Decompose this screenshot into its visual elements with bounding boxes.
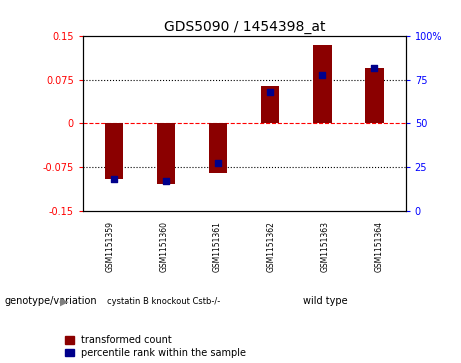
Bar	[209, 123, 227, 173]
Bar	[157, 123, 175, 184]
Point	[163, 178, 170, 184]
Text: genotype/variation: genotype/variation	[5, 296, 97, 306]
Point	[266, 89, 274, 95]
Text: GSM1151359: GSM1151359	[106, 221, 114, 272]
Bar	[105, 123, 123, 179]
Point	[371, 65, 378, 70]
Bar	[313, 45, 331, 123]
Text: GSM1151360: GSM1151360	[159, 221, 168, 272]
Text: GSM1151362: GSM1151362	[267, 221, 276, 272]
Text: ▶: ▶	[60, 296, 69, 306]
Text: GSM1151363: GSM1151363	[320, 221, 330, 272]
Text: cystatin B knockout Cstb-/-: cystatin B knockout Cstb-/-	[107, 297, 220, 306]
Point	[319, 72, 326, 78]
Bar	[261, 86, 279, 123]
Legend: transformed count, percentile rank within the sample: transformed count, percentile rank withi…	[65, 335, 246, 358]
Point	[215, 160, 222, 166]
Point	[111, 176, 118, 182]
Text: GSM1151364: GSM1151364	[374, 221, 383, 272]
Bar	[365, 68, 384, 123]
Text: wild type: wild type	[303, 296, 347, 306]
Text: GSM1151361: GSM1151361	[213, 221, 222, 272]
Title: GDS5090 / 1454398_at: GDS5090 / 1454398_at	[164, 20, 325, 34]
